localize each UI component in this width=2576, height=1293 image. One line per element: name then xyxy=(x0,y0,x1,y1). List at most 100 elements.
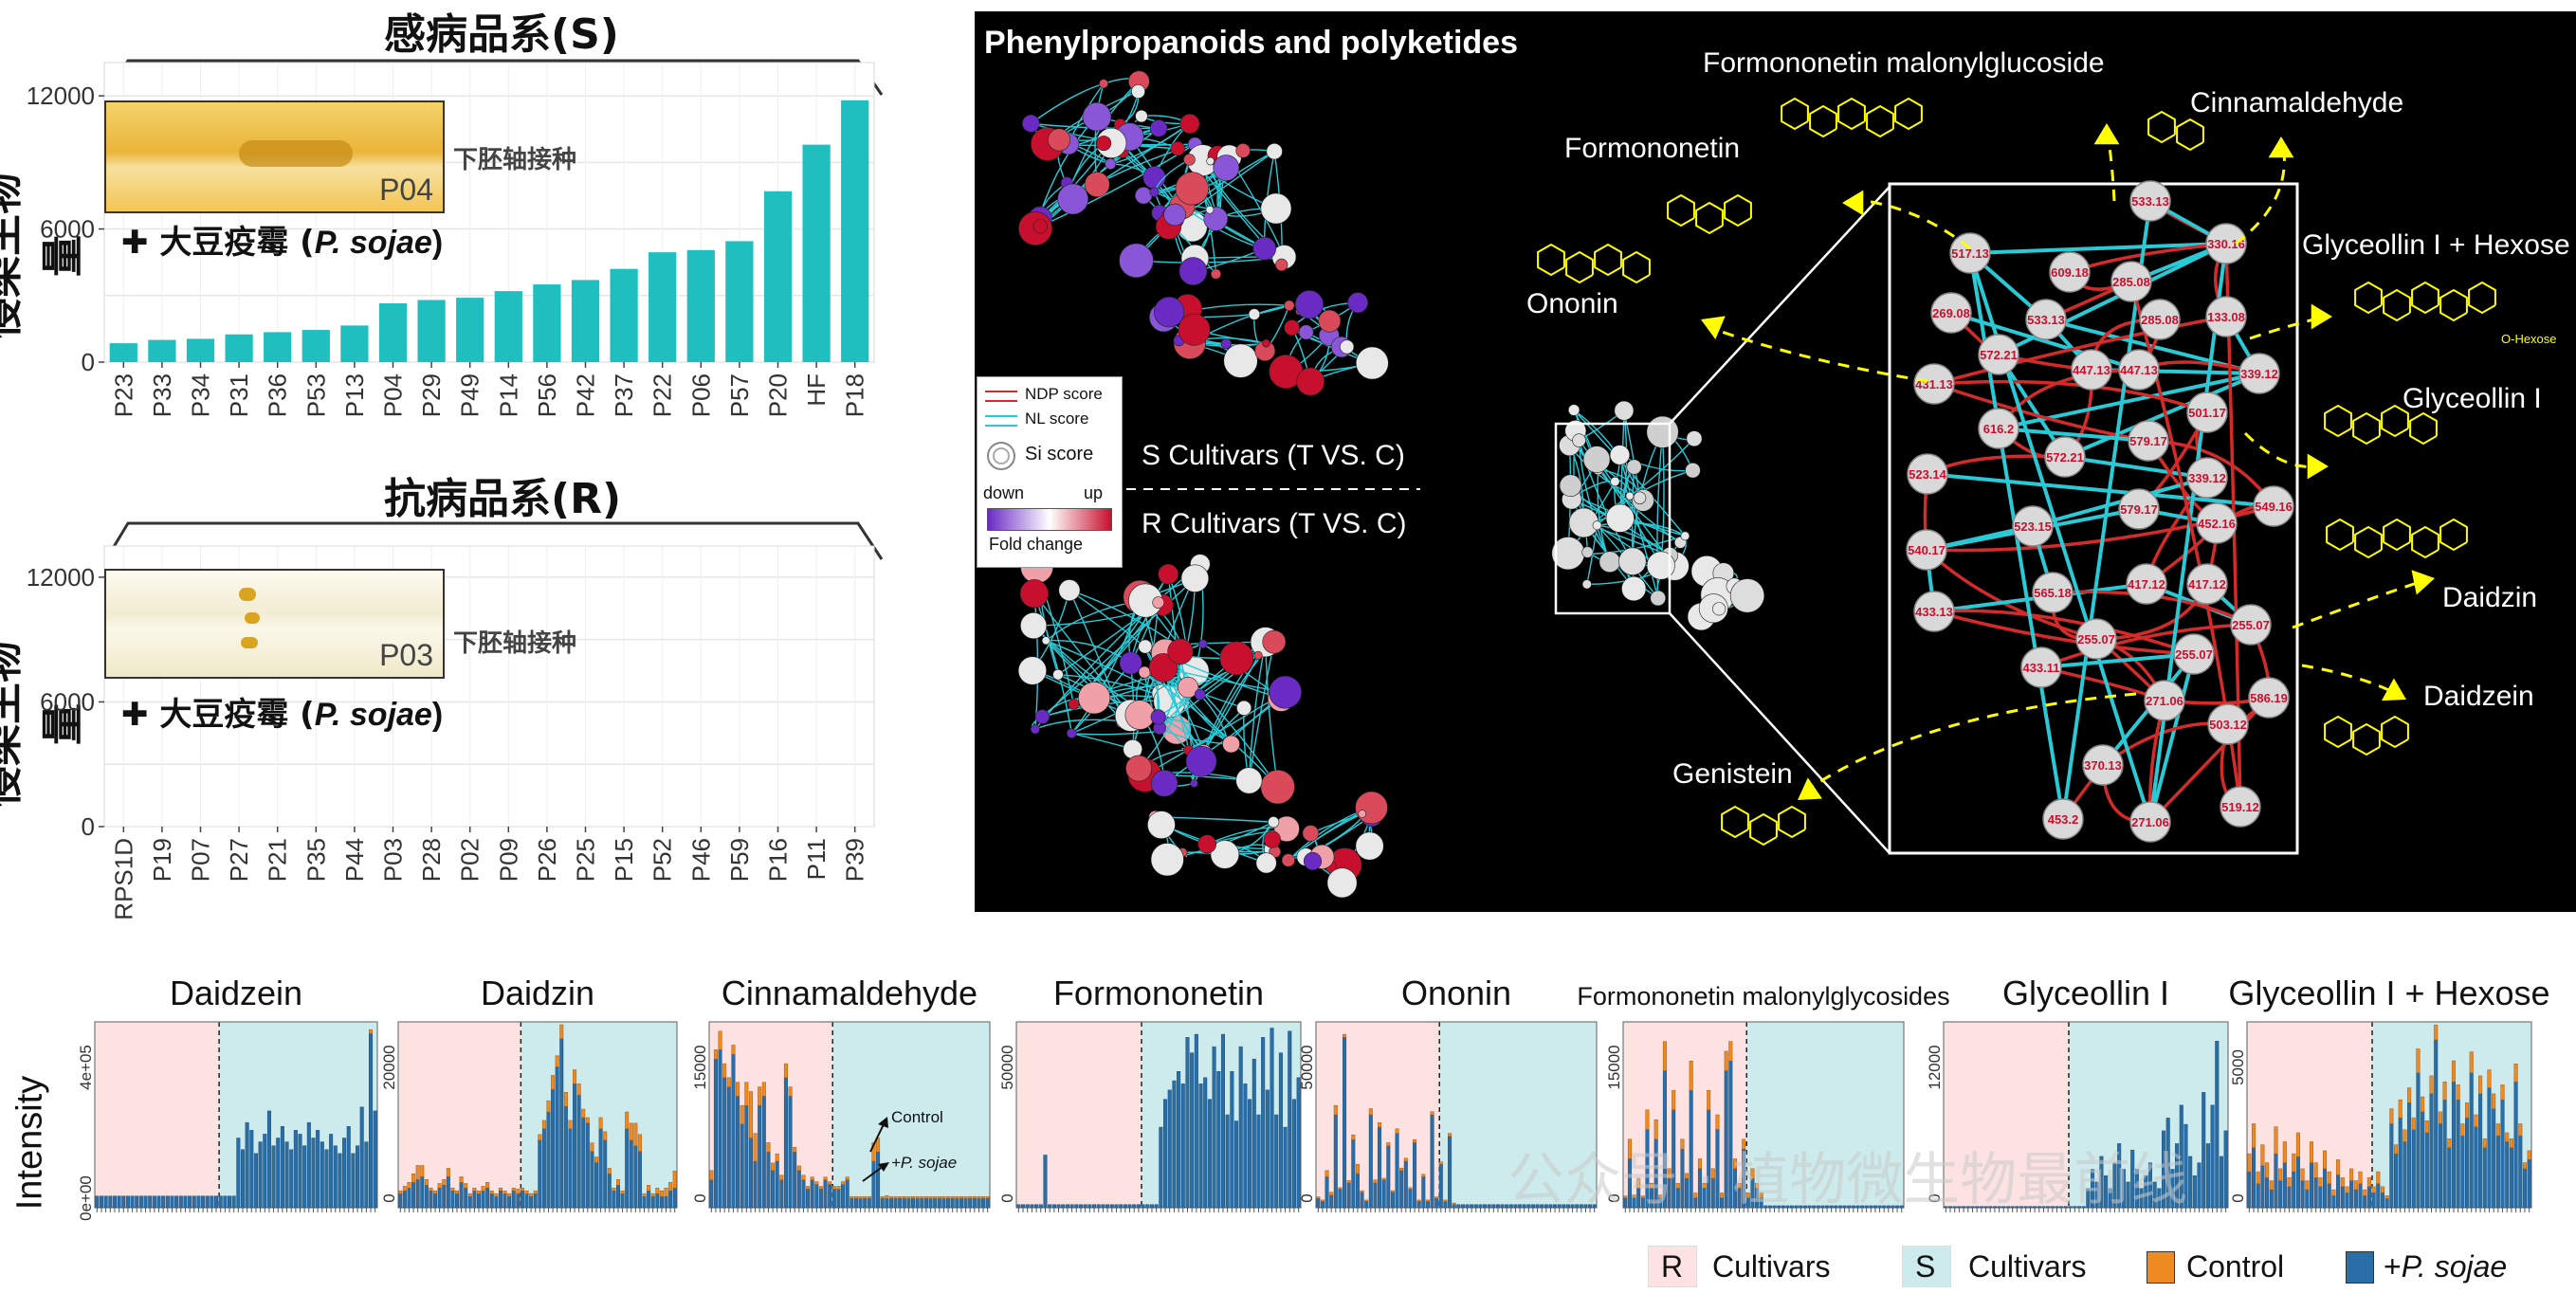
network-node xyxy=(1347,292,1369,314)
zoom-node xyxy=(2049,251,2091,293)
psojae-bar xyxy=(1016,1204,1021,1209)
control-bar xyxy=(420,1165,425,1177)
compound-ononin: Ononin xyxy=(1526,288,1618,319)
psojae-bar xyxy=(1203,1077,1208,1209)
control-bar xyxy=(928,1195,933,1199)
psojae-bar xyxy=(1154,1204,1159,1209)
nl-edge xyxy=(1927,472,2275,508)
network-node xyxy=(1135,109,1148,123)
network-node xyxy=(1222,735,1240,754)
psojae-bar xyxy=(1316,1197,1321,1209)
network-node xyxy=(1084,172,1110,197)
psojae-bar xyxy=(726,1086,731,1209)
network-edge xyxy=(1578,440,1611,562)
psojae-bar xyxy=(174,1195,179,1209)
psojae-bar xyxy=(1065,1204,1069,1209)
psojae-bar xyxy=(637,1151,642,1209)
control-bar xyxy=(398,1190,403,1194)
control-bar xyxy=(853,1195,858,1199)
psojae-bar xyxy=(1478,1204,1483,1209)
hypocotyl-lesion xyxy=(239,140,353,167)
control-bar xyxy=(2478,1075,2483,1095)
zoom-node-label: 501.17 xyxy=(2188,406,2226,420)
network-node xyxy=(1125,755,1152,782)
psojae-bar xyxy=(218,1195,223,1209)
control-bar xyxy=(633,1122,638,1146)
bottom-legend: R Cultivars S Cultivars Control +P. soja… xyxy=(1640,1242,2569,1289)
psojae-bar xyxy=(581,1117,586,1209)
control-bar xyxy=(1685,1173,1690,1179)
psojae-bar xyxy=(2442,1099,2447,1209)
fc-legend-gradient xyxy=(987,508,1112,531)
psojae-bar xyxy=(263,1134,267,1209)
psojae-bar xyxy=(1338,1189,1343,1209)
control-bar xyxy=(906,1195,911,1199)
psojae-bar xyxy=(125,1195,130,1209)
mini-ytick-label: 15000 xyxy=(1605,1045,1623,1089)
psojae-bar xyxy=(2513,1081,2518,1209)
control-bar xyxy=(871,1142,876,1162)
zoom-node-label: 549.16 xyxy=(2255,500,2293,514)
psojae-bar xyxy=(1114,1204,1119,1209)
network-node xyxy=(1294,290,1324,319)
psojae-bar xyxy=(775,1160,779,1209)
arrow-cinnamaldehyde-head xyxy=(2268,137,2294,158)
control-bar xyxy=(1689,1061,1693,1091)
network-node xyxy=(1567,404,1580,416)
psojae-bar xyxy=(915,1197,920,1209)
zoom-source-box xyxy=(1554,422,1672,615)
control-bar xyxy=(2336,1159,2341,1175)
psojae-bar xyxy=(476,1193,481,1209)
control-bar xyxy=(972,1195,977,1199)
psojae-bar xyxy=(192,1195,196,1209)
zoom-node-label: 339.12 xyxy=(2240,367,2278,381)
control-bar xyxy=(915,1195,920,1199)
panel-r-xtick-label: P11 xyxy=(802,838,831,880)
network-node xyxy=(1685,462,1701,479)
psojae-bar xyxy=(731,1054,736,1209)
psojae-bar xyxy=(2384,1198,2389,1209)
network-node xyxy=(1170,141,1185,156)
control-bar xyxy=(2247,1153,2252,1173)
control-bar xyxy=(642,1193,647,1197)
control-bar xyxy=(1653,1119,1658,1140)
control-bar xyxy=(1623,1195,1628,1198)
control-bar xyxy=(1632,1194,1636,1198)
psojae-bar xyxy=(214,1195,219,1209)
network-node xyxy=(1248,308,1261,320)
network-node xyxy=(1149,119,1168,137)
zoom-node-label: 370.13 xyxy=(2084,758,2122,773)
psojae-bar xyxy=(585,1122,590,1209)
control-bar xyxy=(950,1195,955,1199)
zoom-node xyxy=(2032,572,2074,613)
psojae-bar xyxy=(607,1174,612,1209)
glyceollin-hexose-structure xyxy=(2411,281,2439,315)
psojae-bar xyxy=(647,1190,651,1209)
control-bar xyxy=(2380,1186,2384,1193)
panel-s-xtick-label: P04 xyxy=(379,373,408,417)
control-bar xyxy=(766,1142,771,1153)
psojae-bar xyxy=(2260,1165,2265,1209)
psojae-bar xyxy=(793,1151,797,1209)
psojae-bar xyxy=(559,1038,564,1209)
formononetin-structure xyxy=(1695,201,1724,235)
control-bar xyxy=(796,1165,801,1172)
psojae-bar xyxy=(494,1195,499,1209)
network-r-cluster-2 xyxy=(1124,627,1302,805)
psojae-bar xyxy=(1105,1204,1110,1209)
psojae-bar xyxy=(1320,1201,1325,1209)
panel-r-xtick-label: RPS1D xyxy=(109,838,137,920)
psojae-bar xyxy=(766,1151,771,1209)
psojae-bar xyxy=(783,1077,788,1209)
control-bar xyxy=(2340,1177,2345,1188)
network-node xyxy=(1131,84,1145,99)
psojae-bar xyxy=(240,1149,246,1209)
control-bar xyxy=(1329,1192,1334,1196)
control-bar xyxy=(481,1186,485,1192)
psojae-bar xyxy=(1483,1204,1488,1209)
psojae-bar xyxy=(442,1184,447,1209)
psojae-bar xyxy=(2407,1102,2412,1209)
panel-s-inset: P04 xyxy=(104,100,445,213)
psojae-bar xyxy=(346,1126,351,1209)
psojae-bar xyxy=(2478,1093,2483,1209)
